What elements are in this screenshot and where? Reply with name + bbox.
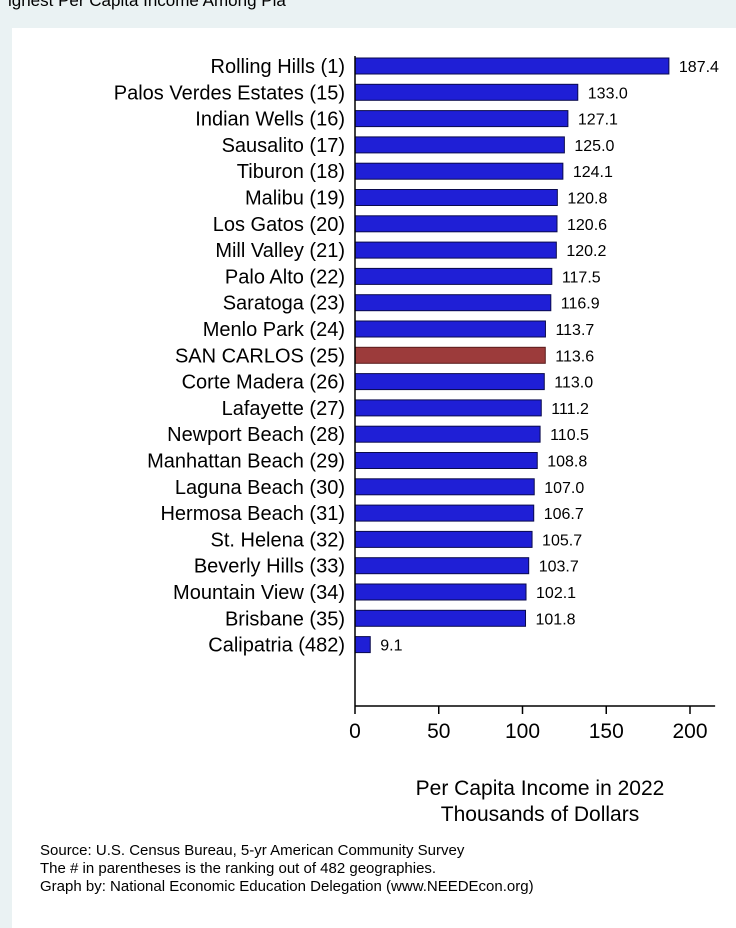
value-label-mountain-view: 102.1 xyxy=(536,585,576,602)
category-label-brisbane: Brisbane (35) xyxy=(225,608,345,630)
value-label-hermosa-beach: 106.7 xyxy=(544,506,584,523)
credit-note: Graph by: National Economic Education De… xyxy=(40,878,534,895)
category-label-newport-beach: Newport Beach (28) xyxy=(167,424,345,446)
value-label-palos-verdes-estates: 133.0 xyxy=(588,85,628,102)
value-label-laguna-beach: 107.0 xyxy=(544,480,584,497)
value-label-brisbane: 101.8 xyxy=(536,611,576,628)
category-label-malibu: Malibu (19) xyxy=(245,188,345,210)
bar-mill-valley xyxy=(354,241,557,259)
bar-indian-wells xyxy=(354,110,569,128)
value-label-sausalito: 125.0 xyxy=(574,138,614,155)
value-label-menlo-park: 113.7 xyxy=(555,322,594,339)
category-label-st-helena: St. Helena (32) xyxy=(210,529,345,551)
value-labels: 187.4 133.0 127.1 125.0 124.1 120.8 120.6 120.2… xyxy=(380,59,719,655)
bar-san-carlos xyxy=(354,346,546,364)
value-label-st-helena: 105.7 xyxy=(542,532,582,549)
clipped-title-text: ighest Per Capita Income Among Pla xyxy=(8,0,286,10)
value-label-san-carlos: 113.6 xyxy=(555,348,594,365)
value-label-los-gatos: 120.6 xyxy=(567,217,607,234)
bar-chart: Rolling Hills (1) Palos Verdes Estates (1… xyxy=(114,56,719,826)
bar-manhattan-beach xyxy=(354,452,538,469)
category-label-indian-wells: Indian Wells (16) xyxy=(195,109,345,131)
value-label-mill-valley: 120.2 xyxy=(566,243,606,260)
x-axis-title-line-1: Per Capita Income in 2022 xyxy=(416,777,665,800)
bar-sausalito xyxy=(354,136,565,154)
bar-palo-alto xyxy=(354,267,553,285)
bar-los-gatos xyxy=(354,215,558,233)
x-tick-label-50: 50 xyxy=(427,720,450,743)
category-labels: Rolling Hills (1) Palos Verdes Estates (1… xyxy=(114,56,345,657)
category-label-tiburon: Tiburon (18) xyxy=(237,161,345,183)
x-tick-label-200: 200 xyxy=(672,720,707,743)
bar-st-helena xyxy=(354,530,533,548)
value-label-lafayette: 111.2 xyxy=(551,401,589,418)
ranking-note: The # in parentheses is the ranking out … xyxy=(40,860,437,877)
bar-corte-madera xyxy=(354,373,545,391)
chart-notes: Source: U.S. Census Bureau, 5-yr America… xyxy=(40,842,534,896)
value-label-rolling-hills: 187.4 xyxy=(679,59,719,76)
category-label-palos-verdes-estates: Palos Verdes Estates (15) xyxy=(114,82,345,104)
x-tick-label-0: 0 xyxy=(349,720,361,743)
category-label-san-carlos: SAN CARLOS (25) xyxy=(175,345,345,367)
category-label-mountain-view: Mountain View (34) xyxy=(173,582,345,604)
value-label-calipatria: 9.1 xyxy=(380,638,402,655)
category-label-los-gatos: Los Gatos (20) xyxy=(213,214,345,236)
bar-mountain-view xyxy=(354,583,527,601)
category-label-rolling-hills: Rolling Hills (1) xyxy=(211,56,345,78)
value-label-newport-beach: 110.5 xyxy=(550,427,589,444)
category-label-manhattan-beach: Manhattan Beach (29) xyxy=(147,451,345,473)
value-label-indian-wells: 127.1 xyxy=(578,112,618,129)
bar-newport-beach xyxy=(354,425,541,443)
source-note: Source: U.S. Census Bureau, 5-yr America… xyxy=(40,842,465,859)
bar-saratoga xyxy=(354,294,552,312)
x-tick-label-150: 150 xyxy=(589,720,624,743)
value-label-tiburon: 124.1 xyxy=(573,164,613,181)
bars-layer xyxy=(354,57,670,654)
clipped-title: ighest Per Capita Income Among Pla xyxy=(0,0,736,14)
category-label-lafayette: Lafayette (27) xyxy=(222,398,345,420)
category-label-menlo-park: Menlo Park (24) xyxy=(203,319,345,341)
category-label-saratoga: Saratoga (23) xyxy=(223,293,345,315)
bar-calipatria xyxy=(354,636,371,654)
value-label-corte-madera: 113.0 xyxy=(554,375,593,392)
bar-beverly-hills xyxy=(354,557,530,575)
value-label-beverly-hills: 103.7 xyxy=(539,559,579,576)
value-label-manhattan-beach: 108.8 xyxy=(547,454,587,471)
category-label-mill-valley: Mill Valley (21) xyxy=(215,240,345,262)
bar-rolling-hills xyxy=(354,57,670,75)
bar-lafayette xyxy=(354,399,542,417)
category-label-hermosa-beach: Hermosa Beach (31) xyxy=(160,503,345,525)
bar-palos-verdes-estates xyxy=(354,83,579,101)
x-tick-label-100: 100 xyxy=(505,720,540,743)
category-label-palo-alto: Palo Alto (22) xyxy=(225,266,345,288)
category-label-sausalito: Sausalito (17) xyxy=(222,135,345,157)
value-label-malibu: 120.8 xyxy=(567,191,607,208)
plot-region: Rolling Hills (1) Palos Verdes Estates (1… xyxy=(12,28,736,928)
category-label-laguna-beach: Laguna Beach (30) xyxy=(175,477,345,499)
x-axis xyxy=(354,56,716,707)
bar-hermosa-beach xyxy=(354,504,535,522)
value-label-saratoga: 116.9 xyxy=(561,296,600,313)
category-label-beverly-hills: Beverly Hills (33) xyxy=(194,556,345,578)
category-label-corte-madera: Corte Madera (26) xyxy=(182,372,345,394)
bar-menlo-park xyxy=(354,320,546,338)
bar-laguna-beach xyxy=(354,478,535,496)
x-axis-title-line-2: Thousands of Dollars xyxy=(441,803,639,826)
bar-tiburon xyxy=(354,162,564,180)
x-axis-ticks: 0 50 100 150 200 xyxy=(349,706,708,743)
value-label-palo-alto: 117.5 xyxy=(562,269,601,286)
category-label-calipatria: Calipatria (482) xyxy=(208,635,345,657)
bar-brisbane xyxy=(354,609,527,627)
bar-malibu xyxy=(354,189,558,206)
